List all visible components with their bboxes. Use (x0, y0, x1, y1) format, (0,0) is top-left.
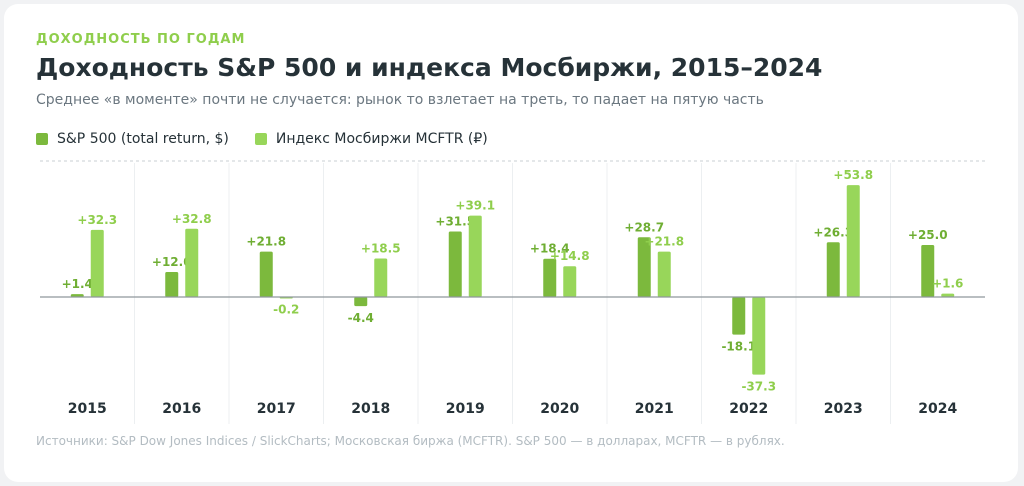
legend-label-sp500: S&P 500 (total return, $) (57, 131, 229, 147)
bar-sp500 (543, 258, 557, 297)
data-label-sp500: +25.0 (908, 228, 948, 242)
chart-title: Доходность S&P 500 и индекса Мосбиржи, 2… (36, 53, 823, 82)
data-label-sp500: +1.4 (62, 277, 93, 291)
bar-mcftr (468, 215, 482, 297)
eyebrow-label: ДОХОДНОСТЬ ПО ГОДАМ (36, 32, 246, 47)
bar-sp500 (70, 294, 84, 297)
data-label-sp500: +21.8 (246, 235, 286, 249)
data-label-mcftr: +32.8 (172, 212, 212, 226)
data-label-mcftr: +39.1 (455, 199, 495, 213)
x-tick-label: 2015 (68, 401, 107, 417)
bar-mcftr (563, 266, 577, 297)
data-label-mcftr: +1.6 (932, 277, 963, 291)
bar-sp500 (354, 297, 368, 307)
bar-mcftr (941, 293, 955, 297)
bar-sp500 (165, 272, 179, 297)
x-tick-label: 2023 (824, 401, 863, 417)
bar-mcftr (846, 185, 860, 297)
legend-label-mcftr: Индекс Мосбиржи MCFTR (₽) (275, 131, 488, 147)
data-label-mcftr: +14.8 (550, 249, 590, 263)
chart-subtitle: Среднее «в моменте» почти не случается: … (36, 92, 764, 108)
bar-mcftr (657, 251, 671, 297)
bar-sp500 (637, 237, 651, 297)
bar-sp500 (732, 297, 746, 335)
legend-swatch-mcftr (254, 133, 267, 145)
bar-mcftr (752, 297, 766, 375)
data-label-sp500: +18.4 (530, 242, 570, 256)
bar-sp500 (259, 251, 273, 297)
bar-mcftr (90, 229, 104, 297)
x-tick-label: 2024 (918, 401, 957, 417)
data-label-mcftr: +21.8 (644, 235, 684, 249)
x-tick-label: 2020 (540, 401, 579, 417)
data-label-mcftr: -0.2 (273, 302, 299, 316)
bar-sp500 (921, 245, 935, 297)
bar-sp500 (448, 231, 462, 297)
data-label-sp500: -4.4 (348, 311, 374, 325)
data-label-mcftr: +32.3 (77, 213, 117, 227)
data-label-sp500: +12.0 (152, 255, 192, 269)
chart-legend: S&P 500 (total return, $) Индекс Мосбирж… (36, 129, 488, 149)
data-label-mcftr: +53.8 (833, 168, 873, 182)
legend-swatch-sp500 (36, 133, 48, 145)
data-label-sp500: +31.5 (435, 214, 475, 228)
x-tick-label: 2016 (162, 401, 201, 417)
bar-mcftr (185, 228, 199, 297)
bar-mcftr (374, 258, 388, 297)
x-tick-label: 2018 (351, 401, 390, 417)
x-tick-label: 2019 (446, 401, 485, 417)
x-tick-label: 2017 (257, 401, 296, 417)
x-tick-label: 2022 (729, 401, 768, 417)
x-tick-label: 2021 (635, 401, 674, 417)
bar-sp500 (826, 242, 840, 297)
data-label-mcftr: -37.3 (741, 380, 776, 394)
data-label-sp500: +28.7 (624, 220, 664, 234)
data-label-mcftr: +18.5 (361, 242, 401, 256)
source-note: Источники: S&P Dow Jones Indices / Slick… (36, 434, 785, 448)
legend-item-mcftr: Индекс Мосбиржи MCFTR (₽) (254, 131, 488, 147)
data-label-sp500: +26.3 (813, 225, 853, 239)
legend-item-sp500: S&P 500 (total return, $) (36, 131, 229, 147)
data-label-sp500: -18.1 (721, 340, 756, 354)
